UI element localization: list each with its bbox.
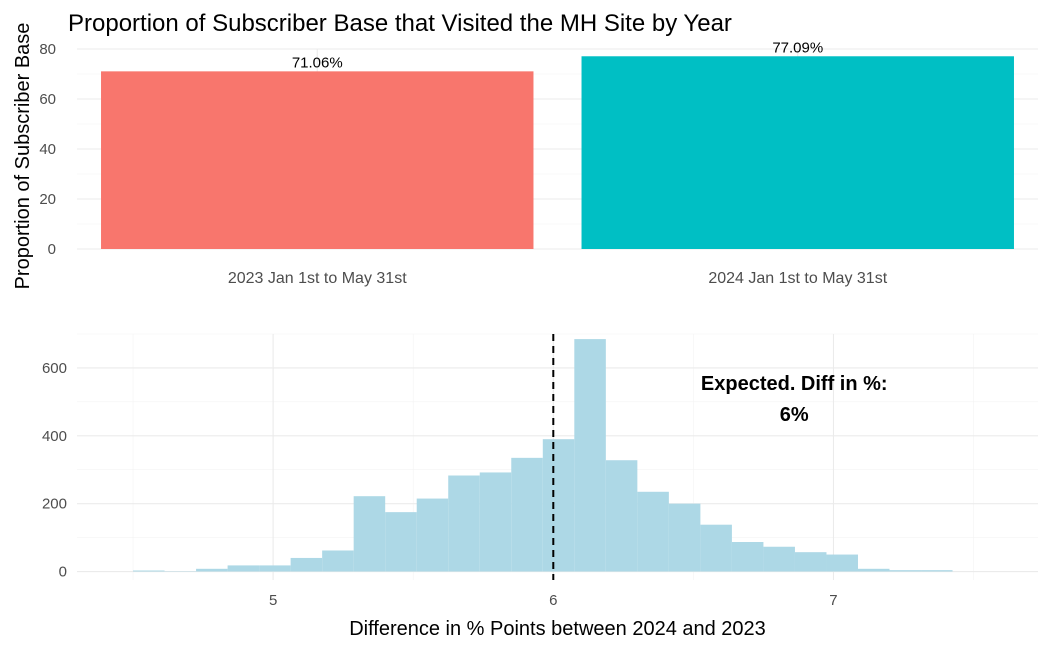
chart-title: Proportion of Subscriber Base that Visit… xyxy=(68,10,732,37)
x-tick-label: 6 xyxy=(549,592,557,609)
histogram-bar xyxy=(479,472,512,572)
x-axis-title: Difference in % Points between 2024 and … xyxy=(349,618,766,640)
histogram-bar xyxy=(668,503,701,572)
histogram-bar xyxy=(731,541,764,572)
y-axis-title: Proportion of Subscriber Base xyxy=(12,23,34,290)
y-tick-label: 600 xyxy=(42,360,67,377)
histogram-bar xyxy=(259,565,291,572)
annotation-label: Expected. Diff in %: xyxy=(701,373,888,395)
histogram-bar xyxy=(385,512,417,572)
x-tick-label: 5 xyxy=(269,592,277,609)
histogram-bar xyxy=(700,524,732,572)
y-tick-label: 20 xyxy=(39,191,56,208)
histogram-bar xyxy=(322,550,354,572)
x-category-label: 2023 Jan 1st to May 31st xyxy=(228,270,407,287)
histogram-panel: 0 200 400 600 5 6 7 Expected. Diff in %: 6% Diffe… xyxy=(42,333,1038,640)
histogram-bar xyxy=(921,570,953,572)
histogram-bar xyxy=(511,457,543,572)
y-tick-label: 0 xyxy=(59,564,67,581)
bar-chart-panel: 0 20 40 60 80 71.06% 2023 Jan 1st to May 31st 7… xyxy=(12,10,1038,289)
y-tick-label: 400 xyxy=(42,428,67,445)
histogram-bar xyxy=(416,498,449,572)
histogram-bar xyxy=(290,557,323,572)
y-tick-label: 40 xyxy=(39,141,56,158)
histogram-bar xyxy=(857,568,890,572)
histogram-bar xyxy=(353,496,386,572)
x-tick-label: 7 xyxy=(829,592,837,609)
bar xyxy=(101,71,534,249)
x-category-label: 2024 Jan 1st to May 31st xyxy=(708,270,887,287)
y-tick-label: 200 xyxy=(42,496,67,513)
histogram-bar xyxy=(448,475,480,572)
histogram-bar xyxy=(227,565,260,572)
y-tick-label: 0 xyxy=(48,241,56,258)
histogram-bar xyxy=(542,439,575,572)
bar-data-label: 77.09% xyxy=(772,39,823,56)
y-tick-label: 60 xyxy=(39,91,56,108)
y-tick-label: 80 xyxy=(39,41,56,58)
histogram-bar xyxy=(889,570,922,572)
bar-data-label: 71.06% xyxy=(292,54,343,71)
histogram-bar xyxy=(574,339,606,572)
bar xyxy=(581,56,1014,250)
histogram-bar xyxy=(133,570,165,572)
histogram-bar xyxy=(605,460,638,572)
histogram-bar xyxy=(196,568,228,572)
annotation-value: 6% xyxy=(780,404,809,426)
histogram-bar xyxy=(637,491,669,572)
histogram-bar xyxy=(826,554,858,572)
histogram-bar xyxy=(794,552,827,572)
histogram-bar xyxy=(763,546,795,572)
